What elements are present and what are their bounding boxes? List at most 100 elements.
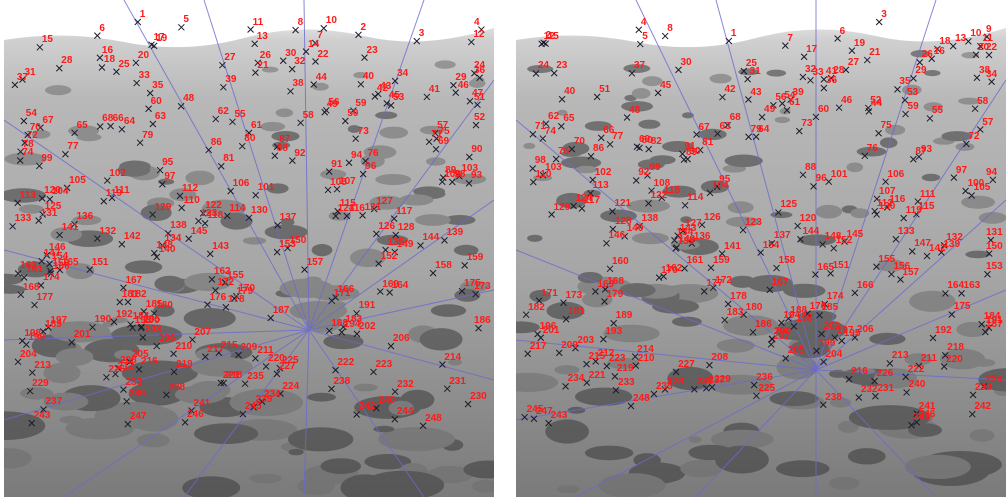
feature-marker bbox=[324, 186, 332, 194]
feature-marker bbox=[628, 69, 636, 77]
feature-label: 74 bbox=[22, 147, 34, 159]
epipolar-line bbox=[695, 369, 817, 497]
feature-marker bbox=[343, 212, 351, 220]
feature-marker bbox=[558, 95, 566, 103]
feature-label: 180 bbox=[156, 300, 173, 312]
feature-marker bbox=[114, 364, 122, 372]
feature-marker bbox=[89, 323, 96, 331]
feature-marker bbox=[383, 100, 391, 107]
feature-marker bbox=[332, 366, 339, 374]
feature-label: 171 bbox=[541, 287, 558, 299]
feature-marker bbox=[985, 51, 993, 59]
epipolar-line bbox=[303, 329, 310, 497]
feature-label: 196 bbox=[158, 333, 176, 345]
feature-label: 5 bbox=[642, 31, 648, 43]
feature-marker bbox=[206, 250, 214, 258]
feature-marker bbox=[908, 421, 915, 429]
rock bbox=[369, 195, 405, 210]
rock bbox=[829, 397, 852, 408]
feature-marker bbox=[988, 78, 995, 86]
feature-marker bbox=[478, 26, 485, 33]
feature-marker bbox=[250, 403, 257, 411]
feature-marker bbox=[800, 53, 808, 61]
feature-label: 175 bbox=[953, 301, 971, 313]
feature-marker bbox=[419, 422, 427, 430]
feature-label: 234 bbox=[264, 388, 281, 400]
feature-label: 187 bbox=[272, 305, 290, 317]
feature-marker bbox=[530, 415, 538, 423]
feature-marker bbox=[474, 101, 481, 109]
feature-marker bbox=[827, 74, 835, 82]
feature-marker bbox=[901, 96, 909, 104]
feature-label: 232 bbox=[397, 378, 414, 390]
rock bbox=[716, 338, 755, 353]
feature-marker bbox=[43, 251, 51, 259]
feature-marker bbox=[983, 33, 991, 41]
feature-marker bbox=[882, 178, 889, 186]
feature-label: 208 bbox=[119, 355, 137, 367]
feature-label: 20 bbox=[978, 41, 990, 53]
feature-label: 173 bbox=[565, 289, 583, 301]
feature-label: 173 bbox=[474, 281, 491, 293]
feature-marker bbox=[926, 115, 934, 122]
feature-label: 140 bbox=[158, 244, 176, 256]
feature-label: 12 bbox=[473, 29, 485, 41]
feature-label: 134 bbox=[676, 227, 694, 239]
feature-label: 193 bbox=[134, 314, 152, 326]
feature-marker bbox=[753, 392, 760, 400]
feature-label: 188 bbox=[790, 305, 808, 317]
feature-marker bbox=[116, 298, 124, 306]
feature-label: 103 bbox=[461, 163, 479, 175]
feature-marker bbox=[431, 129, 439, 137]
feature-marker bbox=[46, 195, 54, 203]
rock bbox=[415, 214, 451, 226]
feature-label: 116 bbox=[889, 194, 906, 206]
feature-marker bbox=[350, 107, 357, 114]
feature-label: 19 bbox=[156, 32, 168, 44]
feature-label: 37 bbox=[633, 60, 646, 72]
rock bbox=[725, 216, 760, 228]
rock bbox=[710, 429, 774, 449]
feature-label: 49 bbox=[326, 99, 338, 111]
rock bbox=[715, 445, 769, 474]
feature-label: 176 bbox=[809, 300, 827, 312]
sky bbox=[516, 0, 1006, 48]
feature-marker bbox=[63, 184, 71, 192]
feature-marker bbox=[450, 81, 457, 89]
rock bbox=[20, 387, 53, 400]
feature-marker bbox=[535, 297, 543, 305]
sky bbox=[4, 0, 494, 48]
feature-label: 52 bbox=[474, 112, 486, 124]
feature-marker bbox=[654, 89, 662, 97]
feature-label: 127 bbox=[376, 195, 393, 207]
feature-label: 197 bbox=[836, 324, 854, 336]
rock bbox=[846, 162, 864, 173]
rock bbox=[347, 125, 361, 133]
feature-marker bbox=[31, 301, 38, 309]
feature-marker bbox=[472, 121, 480, 129]
feature-label: 207 bbox=[773, 331, 790, 343]
rock bbox=[904, 454, 971, 479]
rock bbox=[453, 173, 487, 185]
feature-label: 90 bbox=[471, 143, 483, 155]
feature-label: 50 bbox=[347, 107, 359, 119]
feature-label: 133 bbox=[897, 226, 915, 238]
feature-label: 157 bbox=[902, 266, 920, 278]
feature-marker bbox=[883, 204, 891, 211]
feature-marker bbox=[205, 146, 213, 154]
feature-label: 134 bbox=[164, 232, 182, 244]
feature-label: 55 bbox=[931, 105, 943, 117]
epipolar-lines bbox=[516, 0, 1006, 497]
feature-label: 65 bbox=[76, 119, 88, 131]
feature-marker bbox=[86, 266, 94, 273]
feature-label: 205 bbox=[787, 345, 805, 357]
rock bbox=[111, 324, 183, 346]
feature-label: 36 bbox=[474, 64, 486, 76]
feature-label: 244 bbox=[396, 406, 414, 418]
rock bbox=[271, 131, 300, 142]
feature-label: 221 bbox=[222, 369, 240, 381]
feature-marker bbox=[660, 272, 667, 280]
rock bbox=[556, 192, 587, 209]
feature-marker bbox=[223, 212, 231, 220]
feature-marker bbox=[673, 244, 680, 251]
